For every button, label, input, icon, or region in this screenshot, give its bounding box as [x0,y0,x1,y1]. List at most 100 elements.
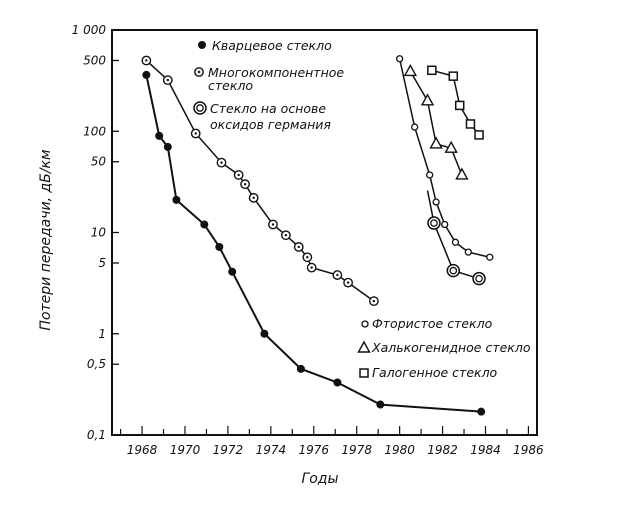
legend-label-chalcogenide: Халькогенидное стекло [371,340,531,355]
x-tick-label: 1972 [213,443,244,457]
legend-label-fluoride: Фтористое стекло [372,316,493,331]
legend-marker-quartz [198,41,206,49]
data-point [454,100,465,111]
data-point [464,248,472,256]
data-point [306,262,317,273]
y-tick-label: 500 [83,53,106,67]
legend-marker [359,368,369,378]
x-tick-label: 1976 [298,443,329,457]
legend-marker [194,67,204,77]
x-tick-label: 1980 [384,443,415,457]
data-point [142,70,151,79]
y-axis-ticks: 1 000 500 100 50 10 5 1 0,5 0,1 [72,23,119,442]
data-point [420,93,435,106]
series-4 [403,63,469,180]
data-point [296,364,305,373]
x-tick-label: 1984 [470,443,501,457]
data-point [472,271,486,286]
legend-marker [193,101,207,115]
y-tick-label: 50 [91,155,107,169]
y-tick-label: 5 [98,256,106,270]
data-point [240,179,250,190]
data-point [215,242,224,251]
data-point [216,157,227,168]
data-point [248,192,259,203]
legend-label-halide: Галогенное стекло [372,365,498,380]
series-1 [141,55,379,307]
data-point [376,400,385,409]
x-tick-label: 1970 [170,443,201,457]
x-tick-label: 1968 [127,443,158,457]
legend-top: Кварцевое стекло Многокомпонентное стекл… [193,38,348,132]
data-point [260,329,269,338]
data-point [395,55,404,63]
data-point [343,277,354,288]
data-point [155,131,164,140]
data-point [163,142,172,151]
data-point [444,140,458,153]
data-point [446,263,461,278]
series-3 [395,55,494,261]
legend-label-multicomponent-line2: стекло [208,78,253,93]
series-2 [426,190,486,286]
x-tick-label: 1974 [256,443,287,457]
legend-marker-multicomponent [194,67,204,77]
data-point [228,267,237,276]
data-point [441,220,449,229]
legend-marker-halide [359,368,369,378]
y-axis-label: Потери передачи, дБ/км [38,149,54,331]
x-tick-label: 1978 [341,443,372,457]
y-tick-label: 0,1 [87,428,106,442]
data-point [233,170,244,180]
data-point [411,123,419,131]
legend-marker-fluoride [361,320,369,328]
data-point [141,55,152,66]
legend-marker [361,320,369,328]
data-point [200,220,209,229]
legend-marker-chalcogenide [357,340,371,353]
data-point [465,119,476,129]
legend-marker [198,41,206,49]
legend-bottom: Фтористое стекло Халькогенидное стекло Г… [357,316,531,380]
legend-label-germania: Стекло на основе оксидов германия [210,101,331,132]
data-point [451,238,460,246]
legend-label-multicomponent: Многокомпонентное стекло [208,65,348,93]
data-point [474,130,484,140]
data-point [427,216,441,230]
series-0 [142,70,486,416]
x-axis-ticks: 1968 1970 1972 1974 1976 1978 1980 1982 1984 1986 [119,426,544,457]
data-point [432,198,440,206]
data-point [403,63,418,77]
y-tick-label: 100 [83,124,106,138]
data-point [486,253,494,261]
legend-label-multicomponent-line1: Многокомпонентное [208,65,344,80]
data-point [429,136,443,149]
data-point [293,242,304,252]
data-point [333,378,342,387]
y-tick-label: 1 000 [72,23,107,37]
x-tick-label: 1982 [427,443,458,457]
y-tick-label: 0,5 [87,357,106,371]
data-point [302,252,313,263]
data-point [280,230,291,241]
series-line [409,71,463,176]
data-point [426,171,434,179]
data-point [332,270,343,280]
series-layer [141,55,494,416]
series-5 [427,65,484,140]
legend-marker [357,340,371,353]
series-line [145,59,375,302]
legend-label-quartz: Кварцевое стекло [212,38,332,53]
legend-label-germania-line1: Стекло на основе [210,101,326,116]
legend-label-germania-line2: оксидов германия [210,117,331,132]
series-line [426,190,480,280]
data-point [268,219,278,230]
data-point [477,407,486,416]
data-point [162,75,173,86]
data-point [368,296,379,307]
data-point [455,167,469,180]
data-point [427,65,437,76]
x-axis-label: Годы [301,471,338,487]
y-tick-label: 10 [91,226,107,240]
